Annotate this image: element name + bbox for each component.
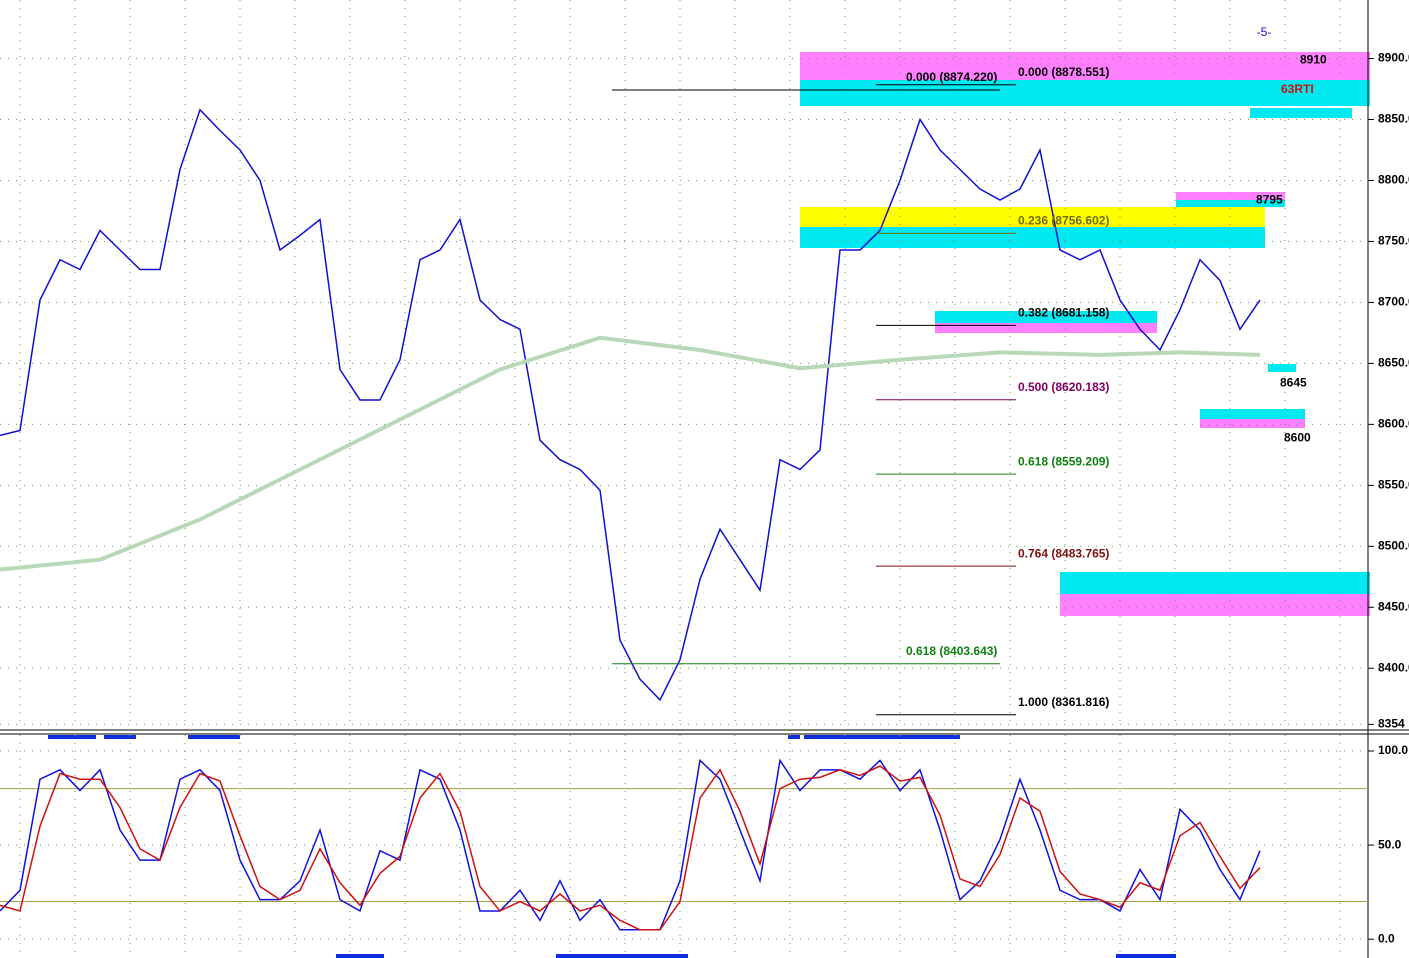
- y-tick-label: 8500.0: [1378, 538, 1409, 552]
- fib-label: 0.236 (8756.602): [1018, 214, 1109, 228]
- zones: [800, 52, 1370, 616]
- price-label: 8645: [1280, 376, 1307, 390]
- wave-label: -5-: [1257, 25, 1272, 39]
- y-tick-label: 8450.0: [1378, 599, 1409, 613]
- y-tick-label: 8550.0: [1378, 478, 1409, 492]
- y-tick-label: 8650.0: [1378, 356, 1409, 370]
- bar-strip: [788, 735, 800, 739]
- bar-strip: [804, 735, 960, 739]
- y-tick-label: 8700.0: [1378, 295, 1409, 309]
- zone: [800, 227, 1265, 248]
- y-tick-label: 100.0: [1378, 743, 1408, 757]
- fib-label: 0.764 (8483.765): [1018, 546, 1109, 560]
- fib-label: 0.618 (8559.209): [1018, 454, 1109, 468]
- zone: [935, 311, 1157, 323]
- bar-strip: [48, 735, 96, 739]
- series-line: [0, 765, 1261, 931]
- series-line: [0, 758, 1261, 931]
- y-tick-label: 8900.0: [1378, 51, 1409, 65]
- bar-strip: [104, 735, 136, 739]
- bar-strip: [336, 954, 384, 958]
- zone: [935, 323, 1157, 333]
- y-tick-label: 8850.0: [1378, 112, 1409, 126]
- bar-strip: [188, 735, 240, 739]
- fib-label: 0.382 (8681.158): [1018, 306, 1109, 320]
- zone: [800, 207, 1265, 227]
- zone: [1200, 409, 1305, 419]
- zone: [800, 52, 1370, 80]
- fib-label: 0.500 (8620.183): [1018, 380, 1109, 394]
- price-label: 8795: [1256, 193, 1283, 207]
- fib-label: 0.000 (8878.551): [1018, 65, 1109, 79]
- y-tick-label: 50.0: [1378, 837, 1402, 851]
- price-label: 8600: [1284, 431, 1311, 445]
- y-tick-label: 8600.0: [1378, 417, 1409, 431]
- y-tick-label: 8800.0: [1378, 173, 1409, 187]
- zone: [1200, 419, 1305, 428]
- fib-label: 0.618 (8403.643): [906, 644, 997, 658]
- y-tick-label: 8400.0: [1378, 660, 1409, 674]
- zone: [1176, 192, 1285, 200]
- series-line: [0, 335, 1261, 572]
- zone: [1250, 108, 1352, 118]
- y-tick-label: 8750.0: [1378, 234, 1409, 248]
- zone: [1060, 594, 1370, 616]
- indicator-bars: [48, 735, 1176, 958]
- fib-label: 1.000 (8361.816): [1018, 695, 1109, 709]
- price-label: 8910: [1300, 53, 1327, 67]
- zone: [1176, 200, 1285, 207]
- tag-label: 63RTI: [1281, 82, 1314, 96]
- bar-strip: [556, 954, 688, 958]
- zone: [1268, 364, 1296, 372]
- bar-strip: [1116, 954, 1176, 958]
- series-line: [0, 108, 1261, 702]
- zone: [1060, 572, 1370, 594]
- fib-label: 0.000 (8874.220): [906, 70, 997, 84]
- y-tick-label: 8354: [1378, 717, 1405, 731]
- y-tick-label: 0.0: [1378, 931, 1395, 945]
